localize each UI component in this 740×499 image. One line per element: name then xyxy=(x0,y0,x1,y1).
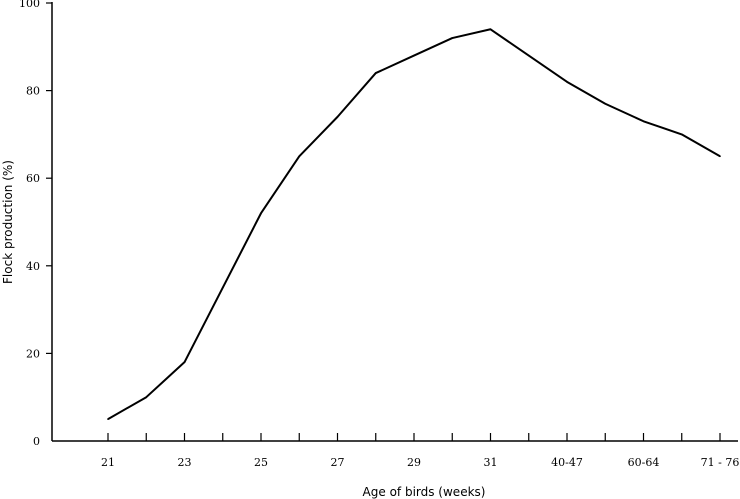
series-group xyxy=(107,28,721,420)
data-point xyxy=(298,155,301,158)
x-axis-title: Age of birds (weeks) xyxy=(363,485,486,499)
y-ticks: 0 20 40 60 80 100 xyxy=(19,0,52,448)
x-tick-label: 71 - 76 xyxy=(701,456,740,469)
data-point xyxy=(604,102,607,105)
y-tick-label: 80 xyxy=(26,85,40,98)
x-tick-label: 25 xyxy=(254,456,268,469)
y-tick-label: 0 xyxy=(33,435,40,448)
data-point xyxy=(221,286,224,289)
data-point xyxy=(107,418,109,420)
data-point xyxy=(680,133,683,136)
data-point xyxy=(183,361,186,363)
data-point xyxy=(336,116,339,118)
x-tick-label: 60-64 xyxy=(628,456,660,469)
data-point xyxy=(374,72,377,74)
x-tick-label: 31 xyxy=(484,456,498,469)
data-point xyxy=(642,120,645,123)
data-point xyxy=(527,54,530,57)
y-tick-label: 40 xyxy=(26,260,40,273)
x-ticks: 21 23 25 27 29 31 40-47 60-64 71 - 76 xyxy=(101,433,739,469)
data-point xyxy=(719,155,721,158)
data-point xyxy=(566,81,568,83)
x-tick-label: 23 xyxy=(178,456,192,469)
x-tick-label: 27 xyxy=(331,456,345,469)
data-point xyxy=(451,37,454,39)
y-tick-label: 20 xyxy=(26,347,40,360)
y-tick-label: 100 xyxy=(19,0,40,10)
y-tick-label: 60 xyxy=(26,172,40,185)
x-tick-label: 40-47 xyxy=(551,456,583,469)
series-line xyxy=(107,28,721,420)
data-point xyxy=(260,212,262,215)
x-tick-label: 29 xyxy=(407,456,421,469)
x-tick-label: 21 xyxy=(101,456,115,469)
data-point xyxy=(145,396,148,399)
data-point xyxy=(413,54,415,57)
y-axis-title: Flock production (%) xyxy=(1,160,15,284)
data-point xyxy=(489,28,492,31)
